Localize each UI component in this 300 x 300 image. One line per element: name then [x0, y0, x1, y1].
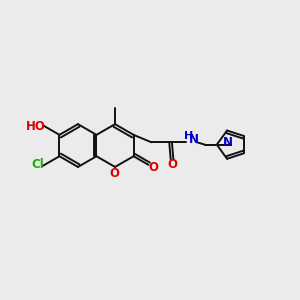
- Text: N: N: [223, 136, 233, 149]
- Text: N: N: [189, 134, 199, 146]
- Text: Cl: Cl: [32, 158, 44, 171]
- Text: O: O: [148, 161, 158, 174]
- Text: O: O: [167, 158, 177, 171]
- Text: O: O: [109, 167, 119, 180]
- Text: H: H: [184, 131, 194, 141]
- Text: HO: HO: [26, 120, 46, 133]
